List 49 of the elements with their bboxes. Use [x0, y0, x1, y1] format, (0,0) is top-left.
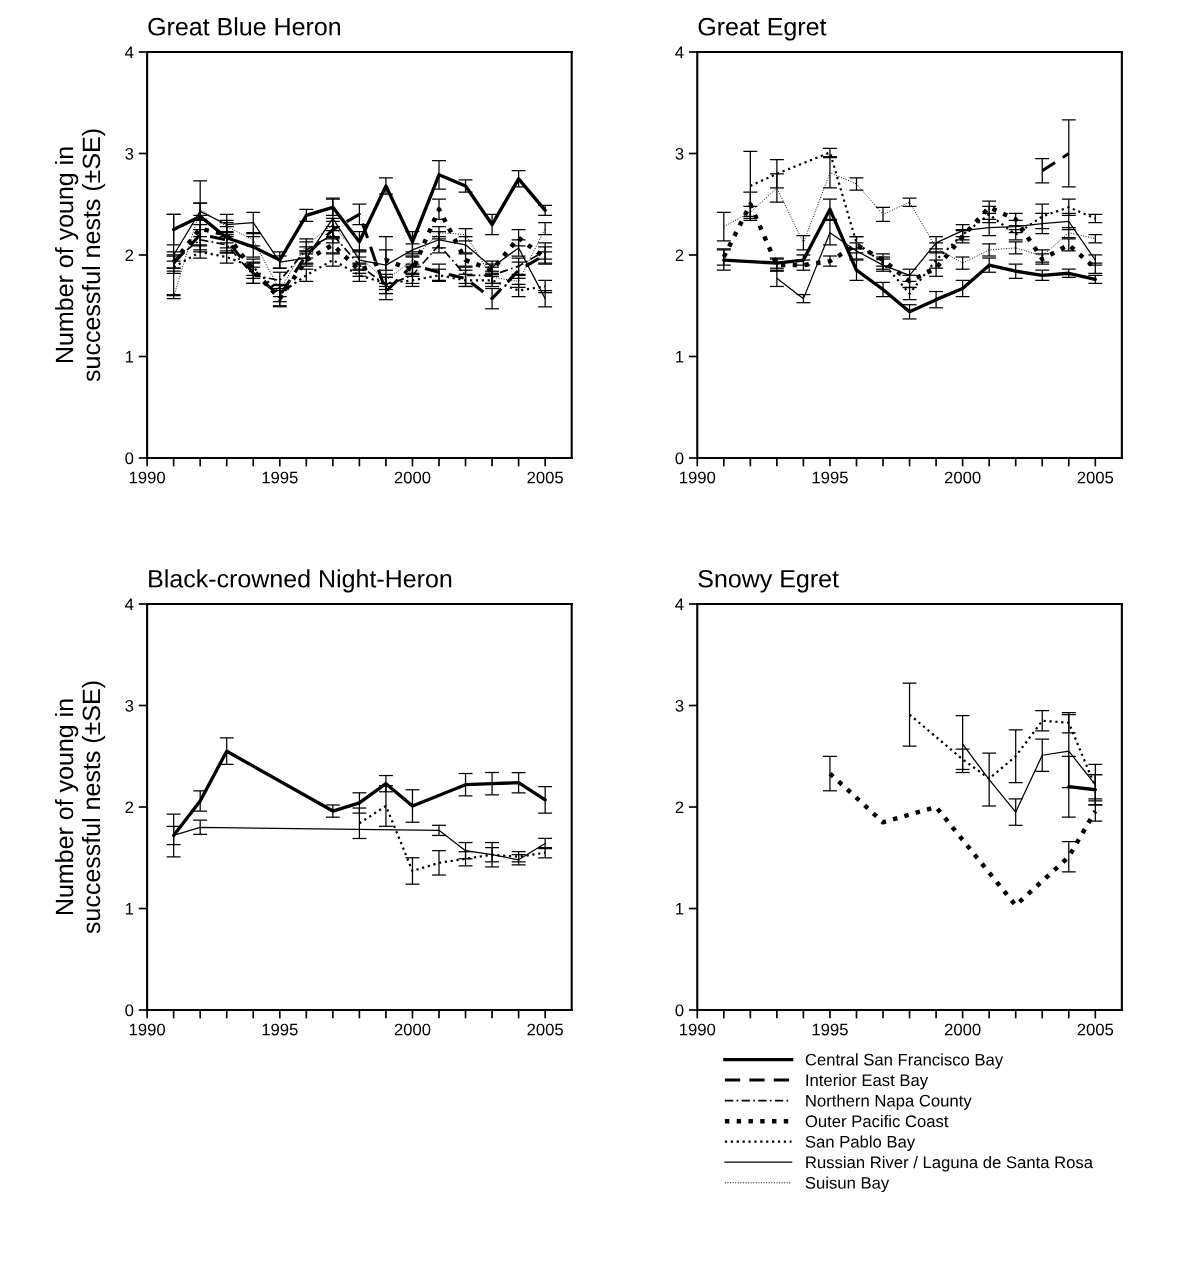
y-tick-label: 4: [675, 46, 684, 59]
legend-label: Central San Francisco Bay: [805, 1053, 1004, 1069]
x-tick-label: 2000: [944, 1023, 981, 1036]
chart-title: Great Blue Heron: [148, 17, 341, 36]
chart-title: Great Egret: [698, 17, 827, 41]
y-tick-label: 1: [676, 351, 684, 363]
y-tick-label: 4: [675, 598, 684, 611]
y-tick-label: 2: [125, 801, 134, 814]
x-tick-label: 2000: [394, 1023, 431, 1036]
x-tick-label: 2005: [527, 471, 563, 484]
x-tick-label: 2005: [527, 1023, 563, 1036]
legend-label: Suisun Bay: [805, 1176, 890, 1193]
chart-title: Snowy Egret: [698, 569, 839, 593]
x-tick-label: 1995: [812, 1023, 848, 1036]
x-tick-label: 1990: [129, 1023, 165, 1036]
chart-title: Black-crowned Night-Heron: [149, 569, 452, 593]
legend-label: Northern Napa County: [806, 1094, 972, 1110]
legend-label: San Pablo Bay: [805, 1135, 916, 1151]
y-tick-label: 2: [675, 249, 684, 262]
y-tick-label: 0: [125, 1004, 134, 1017]
legend-label: Outer Pacific Coast: [805, 1114, 949, 1128]
x-tick-label: 1995: [812, 471, 848, 484]
x-tick-label: 2005: [1077, 471, 1114, 484]
x-tick-label: 1995: [262, 471, 298, 484]
y-tick-label: 1: [125, 903, 134, 915]
x-tick-label: 2000: [394, 471, 431, 484]
x-tick-label: 1990: [129, 471, 165, 484]
y-tick-label: 3: [675, 147, 684, 160]
x-tick-label: 1995: [262, 1023, 298, 1036]
x-tick-label: 1990: [680, 471, 716, 484]
y-tick-label: 0: [125, 452, 134, 465]
y-tick-label: 1: [676, 903, 684, 915]
x-tick-label: 2000: [944, 471, 981, 484]
y-tick-label: 2: [675, 801, 684, 814]
legend-label: Russian River / Laguna de Santa Rosa: [806, 1155, 1094, 1172]
legend-label: Interior East Bay: [806, 1073, 929, 1090]
y-axis-title: Number of young in successful nests (±SE): [54, 129, 106, 382]
y-tick-label: 1: [125, 351, 134, 363]
x-tick-label: 1990: [680, 1023, 716, 1036]
y-tick-label: 3: [125, 699, 134, 712]
y-axis-title: Number of young in successful nests (±SE): [54, 681, 106, 934]
y-tick-label: 0: [675, 452, 684, 465]
y-tick-label: 0: [675, 1004, 684, 1017]
y-tick-label: 4: [125, 598, 134, 611]
y-tick-label: 2: [125, 249, 134, 262]
y-tick-label: 3: [125, 147, 134, 160]
x-tick-label: 2005: [1077, 1023, 1114, 1036]
y-tick-label: 4: [125, 46, 134, 59]
y-tick-label: 3: [675, 699, 684, 712]
